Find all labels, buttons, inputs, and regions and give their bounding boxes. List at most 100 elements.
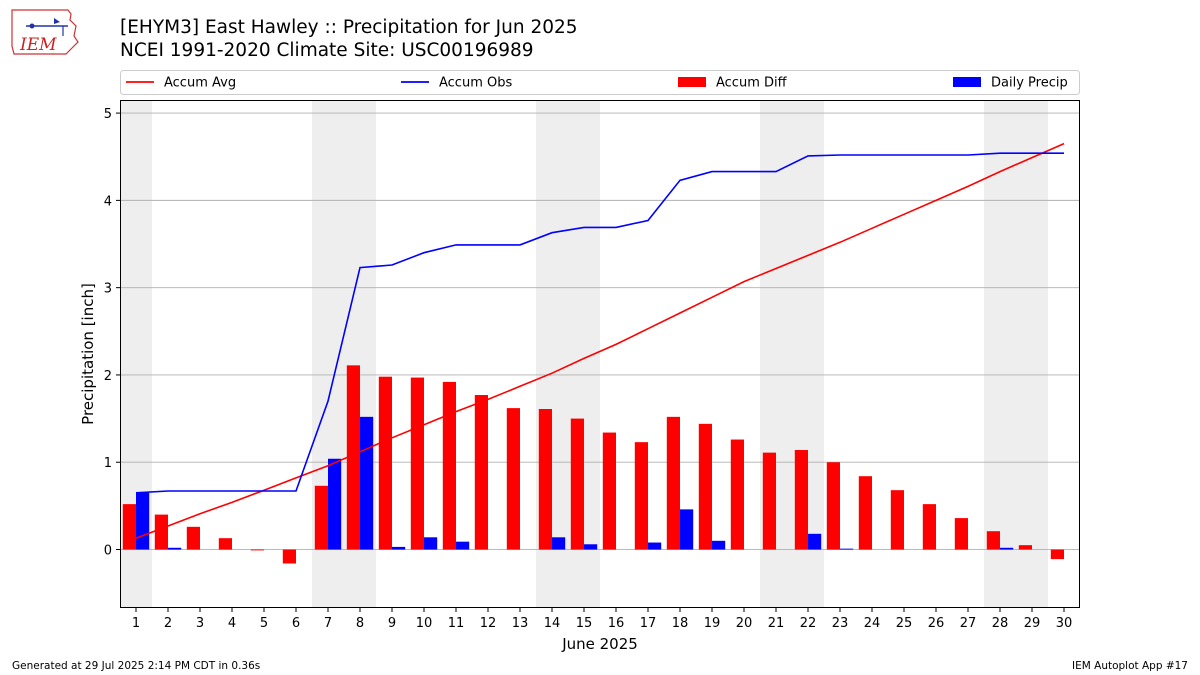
x-axis-label: June 2025: [561, 635, 638, 653]
accum-diff-bar-2: [154, 514, 168, 550]
legend-daily-precip-label: Daily Precip: [991, 76, 1068, 91]
ytick-label-5: 5: [104, 107, 112, 122]
accum-diff-bar-25: [890, 490, 904, 550]
xtick-label-12: 12: [480, 616, 497, 631]
ytick-label-0: 0: [104, 544, 112, 559]
bars: [122, 365, 1064, 564]
accum-obs-line: [135, 152, 1064, 494]
accum-diff-bar-8: [346, 365, 360, 550]
iowa-outline-icon: [11, 9, 79, 55]
chart-title: [EHYM3] East Hawley :: Precipitation for…: [120, 17, 578, 38]
daily-precip-bar-2: [168, 547, 182, 550]
xtick-label-7: 7: [324, 616, 332, 631]
xtick-label-21: 21: [768, 616, 785, 631]
legend-accum-avg-label: Accum Avg: [164, 76, 236, 91]
daily-precip-bar-28: [1000, 547, 1014, 550]
accum-diff-bar-24: [858, 476, 872, 550]
ytick-label-2: 2: [104, 369, 112, 384]
accum-diff-bar-6: [282, 549, 296, 564]
legend-accum-diff-label: Accum Diff: [716, 76, 788, 91]
accum-diff-bar-9: [378, 376, 392, 550]
xtick-label-24: 24: [864, 616, 881, 631]
grid-lines: [120, 112, 1080, 550]
daily-precip-bar-9: [392, 546, 406, 550]
accum-diff-bar-14: [538, 408, 552, 550]
xtick-label-23: 23: [832, 616, 849, 631]
accum-diff-bar-15: [570, 418, 584, 550]
daily-precip-bar-23: [840, 548, 854, 550]
chart-subtitle: NCEI 1991-2020 Climate Site: USC00196989: [120, 40, 534, 61]
xtick-label-4: 4: [228, 616, 236, 631]
xtick-label-29: 29: [1024, 616, 1041, 631]
accum-diff-bar-19: [698, 423, 712, 550]
accum-diff-bar-7: [314, 485, 328, 550]
xtick-label-22: 22: [800, 616, 817, 631]
accum-diff-bar-12: [474, 395, 488, 550]
xtick-label-11: 11: [448, 616, 465, 631]
daily-precip-bar-8: [360, 416, 374, 550]
y-axis-label: Precipitation [inch]: [79, 283, 97, 425]
xtick-label-15: 15: [576, 616, 593, 631]
accum-diff-bar-20: [730, 439, 744, 550]
xtick-label-18: 18: [672, 616, 689, 631]
iem-logo: IEM: [11, 9, 79, 55]
ytick-label-3: 3: [104, 282, 112, 297]
accum-diff-bar-27: [954, 518, 968, 550]
xtick-label-9: 9: [388, 616, 396, 631]
accum-diff-bar-18: [666, 416, 680, 550]
lines: [135, 142, 1065, 539]
accum-avg-line: [135, 142, 1065, 539]
xtick-label-8: 8: [356, 616, 364, 631]
generated-timestamp: Generated at 29 Jul 2025 2:14 PM CDT in …: [12, 660, 261, 672]
xtick-label-1: 1: [132, 616, 140, 631]
accum-diff-bar-30: [1050, 549, 1064, 560]
xtick-label-25: 25: [896, 616, 913, 631]
xtick-label-10: 10: [416, 616, 433, 631]
xtick-label-13: 13: [512, 616, 529, 631]
daily-precip-bar-10: [424, 537, 438, 550]
daily-precip-bar-17: [648, 542, 662, 550]
weekend-shade-28: [984, 100, 1016, 608]
xtick-label-16: 16: [608, 616, 625, 631]
accum-diff-bar-23: [826, 462, 840, 550]
xtick-label-5: 5: [260, 616, 268, 631]
accum-diff-bar-26: [922, 504, 936, 550]
xtick-label-6: 6: [292, 616, 300, 631]
daily-precip-bar-15: [584, 544, 598, 550]
xtick-label-30: 30: [1056, 616, 1073, 631]
daily-precip-bar-22: [808, 533, 822, 550]
accum-diff-bar-28: [986, 531, 1000, 550]
plot-frame: [120, 100, 1080, 608]
accum-diff-bar-10: [410, 377, 424, 550]
xtick-label-3: 3: [196, 616, 204, 631]
xtick-label-26: 26: [928, 616, 945, 631]
weekend-shade-29: [1016, 100, 1048, 608]
xtick-label-2: 2: [164, 616, 172, 631]
accum-diff-bar-11: [442, 381, 456, 550]
xtick-label-14: 14: [544, 616, 561, 631]
accum-diff-bar-3: [186, 526, 200, 550]
legend-accum-diff-swatch: [678, 77, 706, 87]
accum-diff-bar-4: [218, 538, 232, 550]
xtick-label-27: 27: [960, 616, 977, 631]
daily-precip-bar-1: [136, 492, 150, 550]
daily-precip-bar-18: [680, 509, 694, 550]
legend: Accum Avg Accum Obs Accum Diff Daily Precip: [120, 70, 1080, 95]
daily-precip-bar-7: [328, 458, 342, 550]
ytick-label-4: 4: [104, 194, 112, 209]
xtick-label-20: 20: [736, 616, 753, 631]
accum-diff-bar-29: [1018, 545, 1032, 550]
daily-precip-bar-14: [552, 537, 566, 550]
logo-text: IEM: [19, 35, 57, 55]
xtick-label-17: 17: [640, 616, 657, 631]
xtick-label-19: 19: [704, 616, 721, 631]
accum-diff-bar-16: [602, 432, 616, 550]
accum-diff-bar-21: [762, 452, 776, 550]
accum-diff-bar-13: [506, 408, 520, 550]
accum-diff-bar-17: [634, 442, 648, 550]
ytick-label-1: 1: [104, 456, 112, 471]
legend-accum-obs-label: Accum Obs: [439, 76, 512, 91]
accum-diff-bar-5: [250, 549, 264, 551]
